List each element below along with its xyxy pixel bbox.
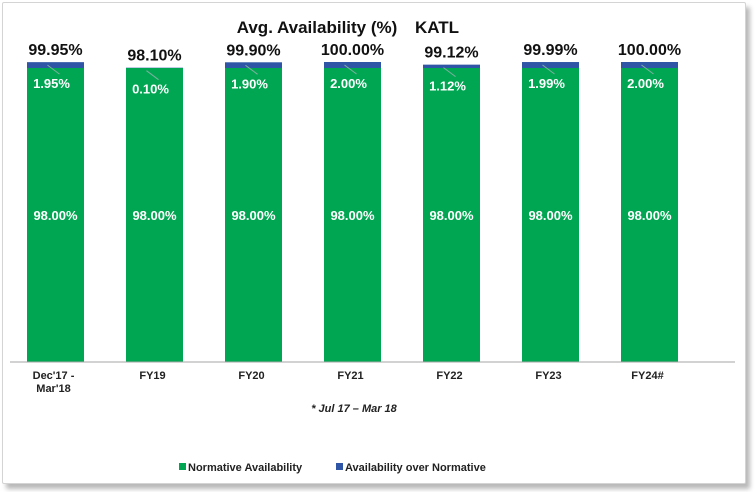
bar-normative <box>522 68 579 362</box>
data-label-normative: 98.00% <box>528 208 573 223</box>
data-label-over-normative: 1.12% <box>429 79 466 94</box>
bar-normative <box>423 68 480 362</box>
data-label-over-normative: 2.00% <box>330 76 367 91</box>
bar-total-label: 98.10% <box>127 48 181 65</box>
data-label-normative: 98.00% <box>330 208 375 223</box>
leader-line <box>245 64 258 75</box>
footnote: * Jul 17 – Mar 18 <box>311 403 397 415</box>
bar-normative <box>225 68 282 362</box>
data-label-normative: 98.00% <box>231 208 276 223</box>
legend-label: Normative Availability <box>188 462 303 474</box>
chart-title: Avg. Availability (%) <box>237 18 398 37</box>
bar-total-label: 99.12% <box>424 45 478 62</box>
data-label-over-normative: 0.10% <box>132 82 169 97</box>
bar-over-normative <box>522 62 579 68</box>
bar-total-label: 100.00% <box>321 42 384 59</box>
legend-swatch <box>179 463 186 470</box>
x-axis-labels: Dec'17 -Mar'18 FY19 FY20 FY21 FY22 FY23 FY24# <box>33 370 664 395</box>
bar-normative <box>126 68 183 362</box>
bar-group: 98.00% 1.95% 99.95% 98.00% 0.10% 98.10% 98.00%… <box>27 42 681 362</box>
x-tick-label: FY22 <box>436 370 462 382</box>
x-tick-label: FY24# <box>631 370 663 382</box>
leader-line <box>47 64 60 75</box>
bar-normative <box>324 68 381 362</box>
bar-over-normative <box>423 64 480 68</box>
bar-normative <box>27 68 84 362</box>
bar-total-label: 100.00% <box>618 42 681 59</box>
legend-swatch <box>336 463 343 470</box>
leader-line <box>641 64 654 75</box>
chart-subtitle: KATL <box>415 18 459 37</box>
data-label-normative: 98.00% <box>429 208 474 223</box>
bar-over-normative <box>27 62 84 68</box>
bar-over-normative <box>621 62 678 68</box>
bar-total-label: 99.99% <box>523 42 577 59</box>
legend: Normative Availability Availability over … <box>179 462 486 474</box>
data-label-normative: 98.00% <box>132 208 177 223</box>
leader-line <box>344 64 357 75</box>
leader-line <box>443 67 456 78</box>
x-tick-label: FY23 <box>535 370 561 382</box>
bar-normative <box>621 68 678 362</box>
bar-over-normative <box>225 62 282 68</box>
x-tick-label: FY21 <box>337 370 363 382</box>
data-label-over-normative: 2.00% <box>627 76 664 91</box>
bar-total-label: 99.95% <box>28 42 82 59</box>
x-tick-label: FY19 <box>139 370 165 382</box>
x-tick-label: Dec'17 -Mar'18 <box>33 370 75 395</box>
leader-line <box>542 64 555 75</box>
data-label-over-normative: 1.95% <box>33 76 70 91</box>
data-label-normative: 98.00% <box>33 208 78 223</box>
legend-label: Availability over Normative <box>345 462 486 474</box>
x-tick-label: FY20 <box>238 370 264 382</box>
data-label-over-normative: 1.99% <box>528 76 565 91</box>
leader-line <box>146 70 159 81</box>
bar-total-label: 99.90% <box>226 42 280 59</box>
bar-over-normative <box>324 62 381 68</box>
data-label-over-normative: 1.90% <box>231 76 268 91</box>
data-label-normative: 98.00% <box>627 208 672 223</box>
